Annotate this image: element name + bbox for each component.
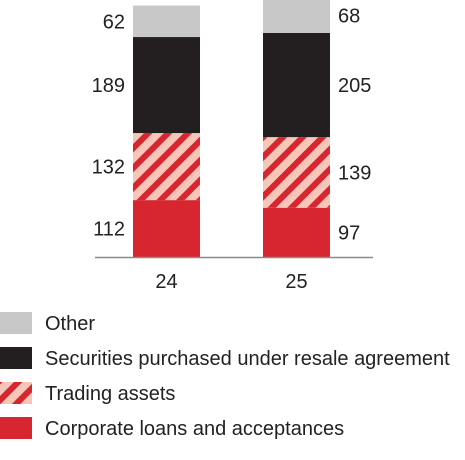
x-tick-label-24: 24 — [155, 271, 177, 293]
legend-swatch-other — [0, 312, 32, 334]
value-label-25-securities-purchased-under-resale-agreement: 205 — [338, 75, 371, 97]
legend-item-corporate-loans-and-acceptances: Corporate loans and acceptances — [0, 417, 344, 440]
legend-swatch-securities-purchased-under-resale-agreement — [0, 347, 32, 369]
x-tick-label-25: 25 — [285, 271, 307, 293]
bar-24-corporate-loans-and-acceptances — [133, 200, 200, 257]
bar-24-trading-assets — [133, 133, 200, 201]
bar-24-securities-purchased-under-resale-agreement — [133, 37, 200, 134]
value-label-24-securities-purchased-under-resale-agreement: 189 — [92, 75, 125, 97]
value-label-24-other: 62 — [103, 11, 125, 33]
legend-swatch-trading-assets — [0, 382, 32, 404]
x-axis: 24 25 — [95, 256, 373, 293]
value-label-25-other: 68 — [338, 6, 360, 28]
legend-label-other: Other — [45, 313, 95, 335]
bar-25-securities-purchased-under-resale-agreement — [263, 32, 330, 138]
legend-label-securities-purchased-under-resale-agreement: Securities purchased under resale agreem… — [45, 348, 450, 370]
value-label-25-trading-assets: 139 — [338, 162, 371, 184]
bars-layer — [133, 0, 330, 257]
value-label-24-corporate-loans-and-acceptances: 112 — [93, 219, 125, 241]
bar-25-trading-assets — [263, 137, 330, 208]
legend-item-other: Other — [0, 312, 95, 335]
legend: Other Securities purchased under resale a… — [0, 312, 450, 440]
legend-label-corporate-loans-and-acceptances: Corporate loans and acceptances — [45, 418, 344, 440]
legend-item-trading-assets: Trading assets — [0, 382, 175, 405]
bar-25-other — [263, 0, 330, 33]
bar-24-other — [133, 5, 200, 38]
value-label-25-corporate-loans-and-acceptances: 97 — [338, 222, 360, 244]
value-labels-layer: 112 132 189 62 97 139 205 68 — [92, 6, 372, 245]
legend-swatch-corporate-loans-and-acceptances — [0, 417, 32, 439]
bar-25-corporate-loans-and-acceptances — [263, 207, 330, 257]
value-label-24-trading-assets: 132 — [92, 157, 125, 179]
legend-item-securities-purchased-under-resale-agreement: Securities purchased under resale agreem… — [0, 347, 450, 370]
legend-label-trading-assets: Trading assets — [45, 383, 175, 405]
